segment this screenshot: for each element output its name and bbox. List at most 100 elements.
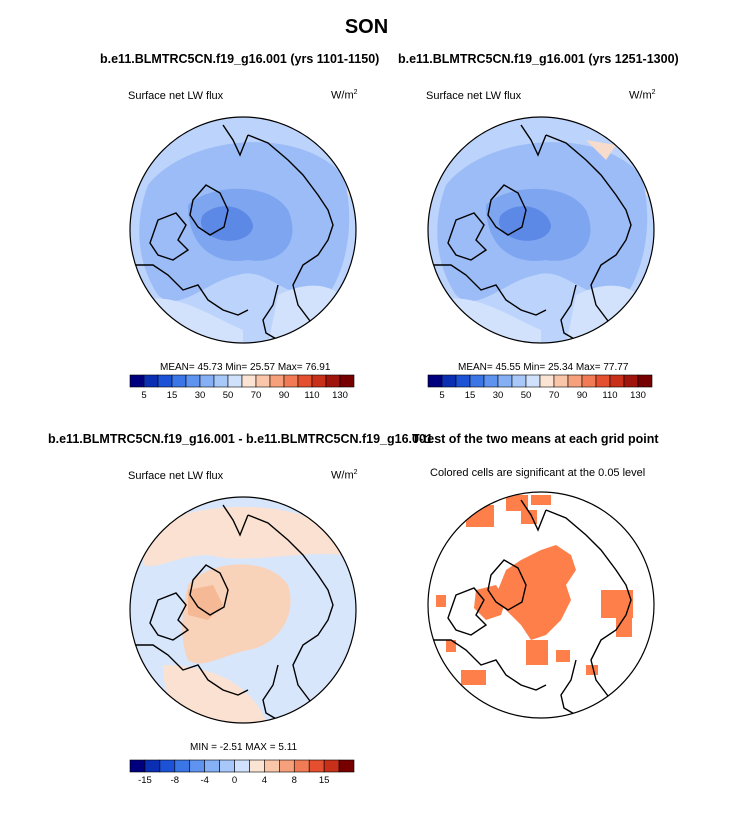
panel3-colorbar-box — [279, 759, 295, 773]
panel2-map — [427, 116, 655, 344]
panel3-colorbar-tick-label: 8 — [292, 775, 297, 786]
panel1-stats: MEAN= 45.73 Min= 25.57 Max= 76.91 — [160, 362, 331, 373]
panel2-units-sup: 2 — [651, 89, 656, 96]
panel1-colorbar-box — [325, 374, 341, 388]
panel1-colorbar-box — [227, 374, 243, 388]
panel4-sig-cell — [466, 505, 494, 527]
panel3-colorbar-box — [189, 759, 205, 773]
panel4-sig-cell — [586, 665, 598, 675]
panel2-colorbar-box — [567, 374, 583, 388]
panel3-field-warm-greenland — [188, 585, 223, 620]
panel3-colorbar-box — [219, 759, 235, 773]
panel2-coast-arctic-islands — [447, 212, 488, 261]
panel2-coast-canada — [428, 264, 547, 316]
panel2-colorbar-tick-label: 90 — [577, 390, 588, 401]
panel2-colorbar-tick-label: 70 — [549, 390, 560, 401]
panel2-colorbar-box — [525, 374, 541, 388]
panel3-colorbar-tick-label: 15 — [319, 775, 330, 786]
panel4-significance-label: Colored cells are significant at the 0.0… — [430, 467, 646, 479]
panel1-units-base: W/m — [331, 89, 354, 102]
panel3-colorbar-box — [323, 759, 340, 773]
panel1-colorbar-box — [129, 374, 145, 388]
panel1-colorbar-tick-label: 110 — [304, 390, 319, 401]
panel1-title: b.e11.BLMTRC5CN.f19_g16.001 (yrs 1101-11… — [100, 52, 380, 66]
panel2-colorbar-tick-label: 30 — [493, 390, 504, 401]
panel2-title: b.e11.BLMTRC5CN.f19_g16.001 (yrs 1251-13… — [398, 52, 679, 66]
panel1-colorbar-box — [171, 374, 187, 388]
panel4-sig-cell — [601, 590, 633, 618]
panel3-colorbar-tick-label: 4 — [262, 775, 267, 786]
panel3-units-base: W/m — [331, 469, 354, 482]
panel2-colorbar-box — [581, 374, 597, 388]
panel2-colorbar-box — [623, 374, 639, 388]
panel1-colorbar-tick-label: 30 — [195, 390, 206, 401]
panel3-colorbar-box — [204, 759, 220, 773]
panel1-colorbar-box — [143, 374, 159, 388]
panel4-coast-greenland — [487, 559, 527, 611]
panel3-coast-scandinavia — [262, 664, 279, 721]
panel3-colorbar-box — [249, 759, 265, 773]
panel3-map-border — [129, 496, 357, 724]
panel2-colorbar-box — [595, 374, 611, 388]
panel2-colorbar-box — [455, 374, 471, 388]
panel1-units: W/m2 — [331, 89, 358, 102]
panel3-units-sup: 2 — [353, 469, 358, 476]
panel2-colorbar-box — [553, 374, 569, 388]
panel3-colorbar-box — [129, 759, 146, 773]
panel2-colorbar-box — [637, 374, 653, 388]
panel3-colorbar-box — [159, 759, 176, 773]
panel2-colorbar-box — [483, 374, 499, 388]
panel2-coast-alaska — [520, 124, 547, 157]
panel1-colorbar-box — [311, 374, 327, 388]
panel2-map-border — [427, 116, 655, 344]
panel2-colorbar-tick-label: 130 — [630, 390, 646, 401]
panel2-colorbar-box — [539, 374, 555, 388]
panel4-sig-cell — [506, 495, 528, 511]
panel2-variable-label: Surface net LW flux — [426, 90, 522, 102]
panel1-colorbar: 5 15 30 50 70 90 110 130 — [129, 374, 355, 401]
panel1-coast-canada — [130, 264, 249, 316]
panel1-coast-greenland — [189, 184, 229, 236]
panel4-map-border — [427, 491, 655, 719]
panel1-colorbar-box — [269, 374, 285, 388]
panel1-colorbar-box — [213, 374, 229, 388]
panel1-coast-scandinavia — [262, 284, 279, 341]
panel1-colorbar-box — [157, 374, 173, 388]
panel1-colorbar-tick-label: 90 — [279, 390, 290, 401]
panel2-coast-greenland — [487, 184, 527, 236]
panel3-colorbar-box — [174, 759, 191, 773]
panel4-sig-cell — [446, 640, 456, 652]
panel2-colorbar-box — [511, 374, 527, 388]
panel3-coast-greenland — [189, 564, 229, 616]
panel2-coast-eurasia — [545, 134, 632, 343]
panel2-coast-scandinavia — [560, 284, 577, 341]
panel2-colorbar-tick-label: 110 — [602, 390, 617, 401]
panel3-colorbar-tick-label: -8 — [171, 775, 179, 786]
panel3-colorbar: -15 -8 -4 0 4 8 15 — [129, 759, 355, 786]
panel1-colorbar-box — [241, 374, 257, 388]
panel3-colorbar-box — [308, 759, 325, 773]
panel2-colorbar-box — [609, 374, 625, 388]
panel1-units-sup: 2 — [353, 89, 358, 96]
panel4-title: T-test of the two means at each grid poi… — [412, 432, 659, 446]
panel2-colorbar-box — [469, 374, 485, 388]
panel4-sig-cell — [431, 660, 443, 670]
panel2-colorbar-tick-label: 5 — [439, 390, 444, 401]
panel4-sig-cell — [531, 495, 551, 505]
panel3-colorbar-box — [338, 759, 355, 773]
panel2-colorbar-box — [427, 374, 443, 388]
panel3-coast-alaska — [222, 504, 249, 537]
panel1-colorbar-box — [339, 374, 355, 388]
panel4-map — [427, 491, 655, 719]
panel3-colorbar-tick-label: 0 — [232, 775, 237, 786]
panel1-colorbar-tick-label: 15 — [167, 390, 178, 401]
panel2-colorbar-tick-label: 50 — [521, 390, 532, 401]
panel4-coast-alaska — [520, 499, 547, 532]
panel4-sig-cell — [556, 650, 570, 662]
panel3-colorbar-box — [293, 759, 310, 773]
panel1-colorbar-tick-label: 130 — [332, 390, 348, 401]
panel1-colorbar-box — [297, 374, 313, 388]
panel1-colorbar-box — [255, 374, 271, 388]
panel3-field-warm-top — [143, 506, 343, 567]
panel4-coast-canada — [428, 639, 547, 691]
